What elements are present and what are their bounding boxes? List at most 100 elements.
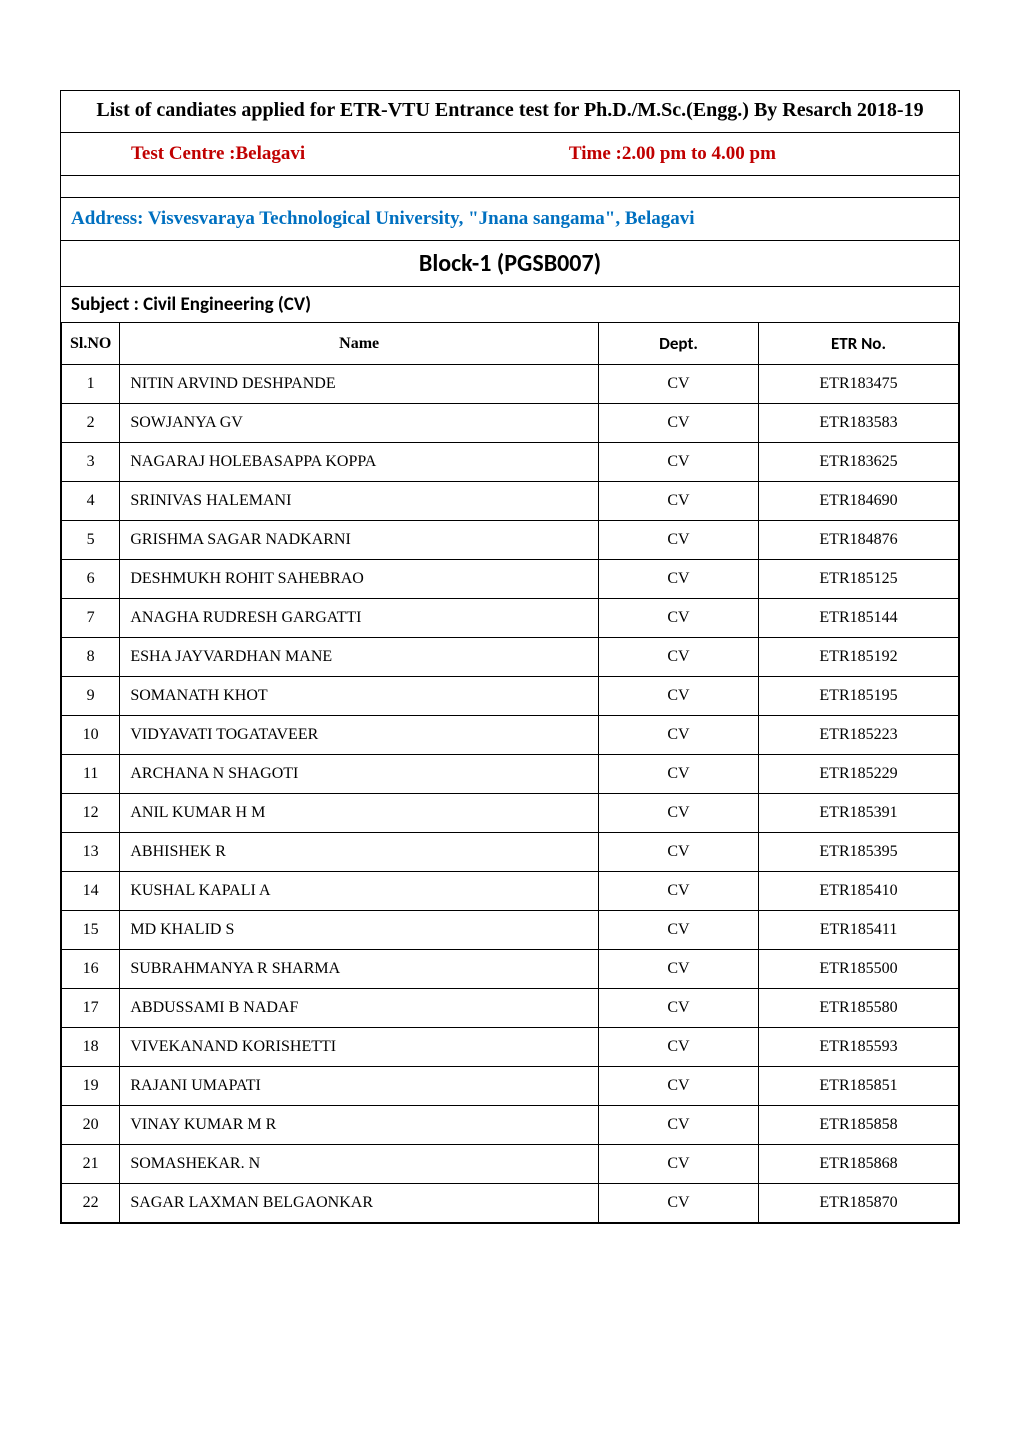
- table-row: 12ANIL KUMAR H MCVETR185391: [62, 794, 959, 833]
- table-row: 8ESHA JAYVARDHAN MANECVETR185192: [62, 638, 959, 677]
- cell-slno: 20: [62, 1106, 120, 1145]
- test-centre-label: Test Centre :Belagavi: [61, 133, 555, 175]
- cell-slno: 19: [62, 1067, 120, 1106]
- cell-etr: ETR185144: [759, 599, 959, 638]
- table-row: 13ABHISHEK RCVETR185395: [62, 833, 959, 872]
- cell-etr: ETR185580: [759, 989, 959, 1028]
- cell-dept: CV: [599, 1067, 759, 1106]
- cell-etr: ETR183475: [759, 365, 959, 404]
- cell-name: DESHMUKH ROHIT SAHEBRAO: [120, 560, 599, 599]
- cell-name: RAJANI UMAPATI: [120, 1067, 599, 1106]
- cell-etr: ETR184876: [759, 521, 959, 560]
- cell-name: SAGAR LAXMAN BELGAONKAR: [120, 1184, 599, 1223]
- cell-etr: ETR185858: [759, 1106, 959, 1145]
- page: List of candiates applied for ETR-VTU En…: [0, 0, 1020, 1264]
- cell-slno: 22: [62, 1184, 120, 1223]
- table-row: 1NITIN ARVIND DESHPANDECVETR183475: [62, 365, 959, 404]
- cell-dept: CV: [599, 755, 759, 794]
- cell-name: GRISHMA SAGAR NADKARNI: [120, 521, 599, 560]
- col-slno: Sl.NO: [62, 323, 120, 365]
- cell-etr: ETR185223: [759, 716, 959, 755]
- col-etr: ETR No.: [759, 323, 959, 365]
- col-dept: Dept.: [599, 323, 759, 365]
- centre-row: Test Centre :Belagavi Time :2.00 pm to 4…: [61, 133, 959, 176]
- cell-etr: ETR185395: [759, 833, 959, 872]
- cell-slno: 15: [62, 911, 120, 950]
- cell-slno: 4: [62, 482, 120, 521]
- cell-slno: 17: [62, 989, 120, 1028]
- cell-dept: CV: [599, 677, 759, 716]
- table-row: 18VIVEKANAND KORISHETTICVETR185593: [62, 1028, 959, 1067]
- cell-dept: CV: [599, 521, 759, 560]
- cell-etr: ETR183583: [759, 404, 959, 443]
- table-row: 22SAGAR LAXMAN BELGAONKARCVETR185870: [62, 1184, 959, 1223]
- cell-slno: 1: [62, 365, 120, 404]
- cell-slno: 3: [62, 443, 120, 482]
- time-label: Time :2.00 pm to 4.00 pm: [555, 133, 959, 175]
- cell-etr: ETR184690: [759, 482, 959, 521]
- cell-etr: ETR185229: [759, 755, 959, 794]
- table-row: 6DESHMUKH ROHIT SAHEBRAOCVETR185125: [62, 560, 959, 599]
- cell-name: ARCHANA N SHAGOTI: [120, 755, 599, 794]
- table-row: 5GRISHMA SAGAR NADKARNICVETR184876: [62, 521, 959, 560]
- cell-dept: CV: [599, 638, 759, 677]
- table-row: 14KUSHAL KAPALI ACVETR185410: [62, 872, 959, 911]
- table-row: 11ARCHANA N SHAGOTICVETR185229: [62, 755, 959, 794]
- cell-dept: CV: [599, 482, 759, 521]
- cell-etr: ETR185870: [759, 1184, 959, 1223]
- cell-dept: CV: [599, 1184, 759, 1223]
- cell-name: ABHISHEK R: [120, 833, 599, 872]
- cell-name: NITIN ARVIND DESHPANDE: [120, 365, 599, 404]
- cell-name: VINAY KUMAR M R: [120, 1106, 599, 1145]
- cell-name: KUSHAL KAPALI A: [120, 872, 599, 911]
- cell-name: ABDUSSAMI B NADAF: [120, 989, 599, 1028]
- cell-etr: ETR185192: [759, 638, 959, 677]
- cell-etr: ETR185500: [759, 950, 959, 989]
- table-row: 19RAJANI UMAPATICVETR185851: [62, 1067, 959, 1106]
- table-row: 20VINAY KUMAR M RCVETR185858: [62, 1106, 959, 1145]
- cell-dept: CV: [599, 443, 759, 482]
- cell-etr: ETR185411: [759, 911, 959, 950]
- cell-dept: CV: [599, 1028, 759, 1067]
- cell-dept: CV: [599, 716, 759, 755]
- cell-dept: CV: [599, 833, 759, 872]
- table-row: 7ANAGHA RUDRESH GARGATTICVETR185144: [62, 599, 959, 638]
- cell-slno: 8: [62, 638, 120, 677]
- cell-slno: 13: [62, 833, 120, 872]
- cell-etr: ETR183625: [759, 443, 959, 482]
- cell-name: VIDYAVATI TOGATAVEER: [120, 716, 599, 755]
- table-row: 17ABDUSSAMI B NADAFCVETR185580: [62, 989, 959, 1028]
- cell-dept: CV: [599, 950, 759, 989]
- cell-name: SOMASHEKAR. N: [120, 1145, 599, 1184]
- cell-slno: 14: [62, 872, 120, 911]
- block-label: Block-1 (PGSB007): [61, 241, 959, 287]
- page-title: List of candiates applied for ETR-VTU En…: [61, 91, 959, 133]
- table-row: 2SOWJANYA GVCVETR183583: [62, 404, 959, 443]
- table-row: 9SOMANATH KHOTCVETR185195: [62, 677, 959, 716]
- table-header-row: Sl.NO Name Dept. ETR No.: [62, 323, 959, 365]
- cell-name: SRINIVAS HALEMANI: [120, 482, 599, 521]
- col-name: Name: [120, 323, 599, 365]
- cell-slno: 2: [62, 404, 120, 443]
- cell-dept: CV: [599, 599, 759, 638]
- cell-slno: 6: [62, 560, 120, 599]
- cell-dept: CV: [599, 989, 759, 1028]
- spacer-row: [61, 176, 959, 198]
- cell-slno: 16: [62, 950, 120, 989]
- table-row: 4SRINIVAS HALEMANICVETR184690: [62, 482, 959, 521]
- cell-name: ESHA JAYVARDHAN MANE: [120, 638, 599, 677]
- table-row: 16SUBRAHMANYA R SHARMACVETR185500: [62, 950, 959, 989]
- cell-name: VIVEKANAND KORISHETTI: [120, 1028, 599, 1067]
- cell-dept: CV: [599, 1145, 759, 1184]
- cell-name: SOMANATH KHOT: [120, 677, 599, 716]
- cell-etr: ETR185851: [759, 1067, 959, 1106]
- cell-dept: CV: [599, 404, 759, 443]
- table-row: 10VIDYAVATI TOGATAVEERCVETR185223: [62, 716, 959, 755]
- cell-slno: 10: [62, 716, 120, 755]
- cell-slno: 7: [62, 599, 120, 638]
- candidates-table: Sl.NO Name Dept. ETR No. 1NITIN ARVIND D…: [61, 323, 959, 1223]
- cell-slno: 11: [62, 755, 120, 794]
- cell-name: SOWJANYA GV: [120, 404, 599, 443]
- cell-dept: CV: [599, 911, 759, 950]
- cell-name: MD KHALID S: [120, 911, 599, 950]
